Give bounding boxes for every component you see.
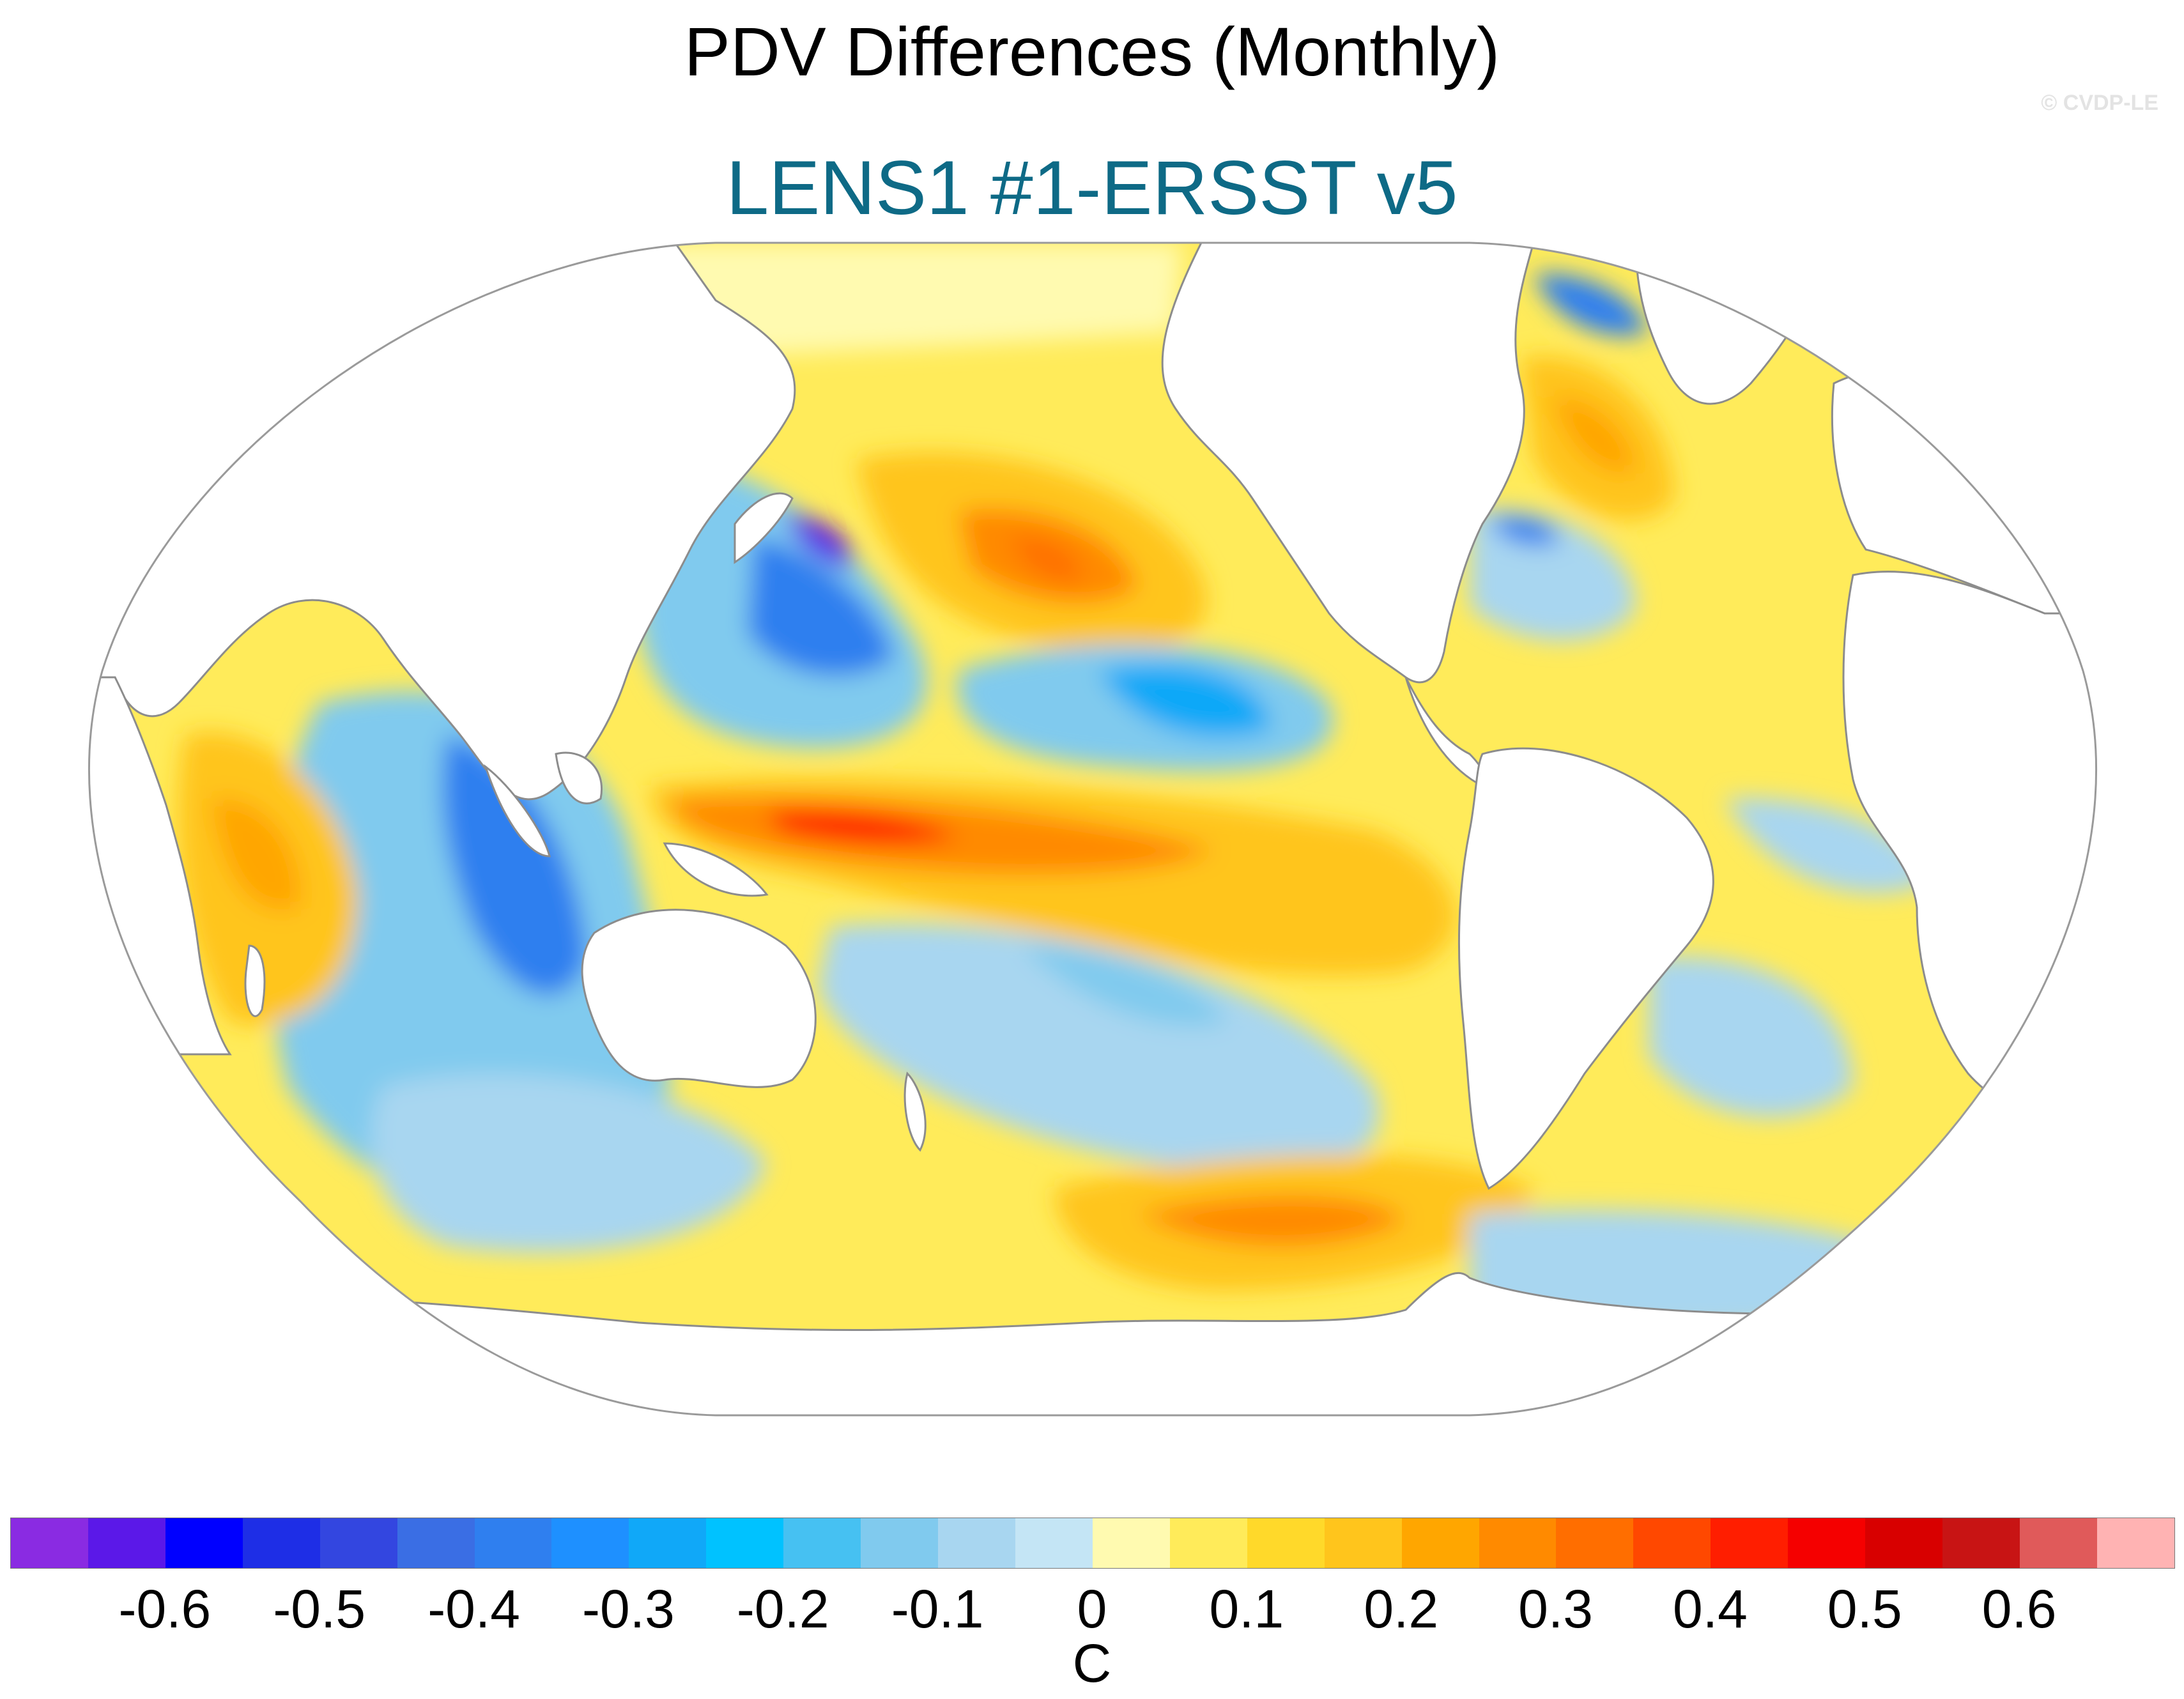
case-subtitle: LENS1 #1-ERSST v5 <box>726 145 1458 231</box>
colorbar-swatch <box>1633 1518 1711 1568</box>
colorbar-swatch <box>938 1518 1015 1568</box>
colorbar-tick-labels: -0.6 -0.5 -0.4 -0.3 -0.2 -0.1 0 0.1 0.2 0.3 0.4 0.5… <box>0 1578 2184 1642</box>
colorbar-swatch <box>1324 1518 1402 1568</box>
globe-outline <box>88 242 2098 1417</box>
colorbar-tick-label: -0.6 <box>118 1579 211 1639</box>
colorbar-unit-label: C <box>1072 1633 1112 1693</box>
anomaly-nw-pacific-core <box>748 537 895 676</box>
colorbar-swatch <box>1788 1518 1866 1568</box>
colorbar-swatch <box>1401 1518 1479 1568</box>
land-borneo <box>555 751 603 804</box>
colorbar-tick-label: -0.4 <box>427 1579 520 1639</box>
colorbar-swatch <box>629 1518 707 1568</box>
colorbar-tick-label: 0.6 <box>1981 1579 2057 1639</box>
colorbar-swatch <box>1865 1518 1943 1568</box>
anomaly-s-pacific-negative <box>818 923 1380 1172</box>
colorbar-swatch <box>1015 1518 1093 1568</box>
colorbar-tick-label: -0.1 <box>891 1579 984 1639</box>
anomaly-n-pacific-warm-peak <box>1010 537 1081 581</box>
land-new-zealand <box>904 1072 927 1152</box>
colorbar-tick-label: 0.2 <box>1364 1579 1439 1639</box>
land-africa <box>89 676 232 1056</box>
colorbar-tick-label: 0 <box>1077 1579 1107 1639</box>
anomaly-s-atlantic-negative <box>1649 956 1853 1118</box>
colorbar-swatch <box>2096 1518 2174 1568</box>
land-south-america <box>1457 747 1714 1190</box>
page-title: PDV Differences (Monthly) <box>684 13 1500 90</box>
colorbar-tick-label: 0.1 <box>1209 1579 1284 1639</box>
anomaly-s-atlantic-east-negative <box>1725 797 1930 893</box>
colorbar-swatch <box>783 1518 861 1568</box>
colorbar-tick-label: 0.5 <box>1827 1579 1902 1639</box>
colorbar-swatch <box>1092 1518 1170 1568</box>
land-antarctica <box>89 1272 2096 1415</box>
colorbar-swatch <box>474 1518 552 1568</box>
anomaly-s-indian-negative <box>371 1073 767 1253</box>
land-australia <box>581 909 817 1088</box>
colorbar-swatch <box>1479 1518 1557 1568</box>
colorbar-tick-label: -0.3 <box>582 1579 675 1639</box>
land-japan <box>734 492 794 564</box>
colorbar-swatch <box>1942 1518 2020 1568</box>
anomaly-nw-atlantic-core <box>1489 516 1559 546</box>
colorbar-swatch <box>1711 1518 1788 1568</box>
anomaly-n-atlantic-warm-core <box>1553 396 1636 474</box>
colorbar-swatch <box>706 1518 784 1568</box>
world-map <box>88 242 2098 1417</box>
anomaly-w-indian-warm-core <box>211 798 302 911</box>
anomaly-nw-atlantic-negative <box>1470 509 1636 641</box>
credit-label: © CVDP-LE <box>2041 91 2158 115</box>
colorbar-swatch <box>1556 1518 1634 1568</box>
anomaly-s-pacific-core <box>1022 946 1227 1026</box>
colorbar-swatch <box>551 1518 629 1568</box>
colorbar-tick-label: 0.3 <box>1518 1579 1593 1639</box>
colorbar <box>10 1518 2175 1569</box>
colorbar-swatch <box>242 1518 320 1568</box>
colorbar-swatch <box>319 1518 397 1568</box>
land-madagascar <box>244 944 266 1017</box>
colorbar-swatch <box>88 1518 165 1568</box>
land-new-guinea <box>663 842 769 897</box>
anomaly-greenland-sea-negative <box>1534 273 1649 336</box>
colorbar-swatch <box>2019 1518 2097 1568</box>
colorbar-swatch <box>397 1518 475 1568</box>
anomaly-eq-pacific-warm-core <box>767 810 958 844</box>
colorbar-swatch <box>861 1518 939 1568</box>
colorbar-swatch <box>1247 1518 1325 1568</box>
colorbar-tick-label: 0.4 <box>1673 1579 1748 1639</box>
colorbar-tick-label: -0.2 <box>736 1579 829 1639</box>
land-sumatra <box>484 764 551 857</box>
anomaly-kuroshio-min <box>786 511 853 569</box>
colorbar-swatch <box>11 1518 88 1568</box>
colorbar-tick-label: -0.5 <box>273 1579 366 1639</box>
colorbar-swatch <box>165 1518 243 1568</box>
colorbar-swatch <box>1169 1518 1247 1568</box>
anomaly-ne-pacific-core <box>1099 665 1272 737</box>
anomaly-indian-ocean-core <box>442 735 588 996</box>
anomaly-southern-ocean-warm-core <box>1137 1195 1406 1246</box>
